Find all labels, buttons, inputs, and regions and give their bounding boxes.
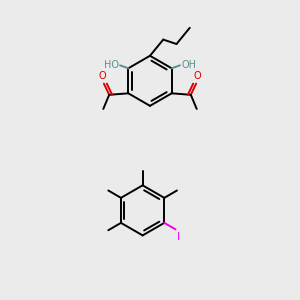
Text: OH: OH bbox=[181, 60, 196, 70]
Text: I: I bbox=[177, 232, 180, 242]
Text: O: O bbox=[194, 71, 201, 81]
Text: O: O bbox=[99, 71, 106, 81]
Text: HO: HO bbox=[104, 60, 119, 70]
